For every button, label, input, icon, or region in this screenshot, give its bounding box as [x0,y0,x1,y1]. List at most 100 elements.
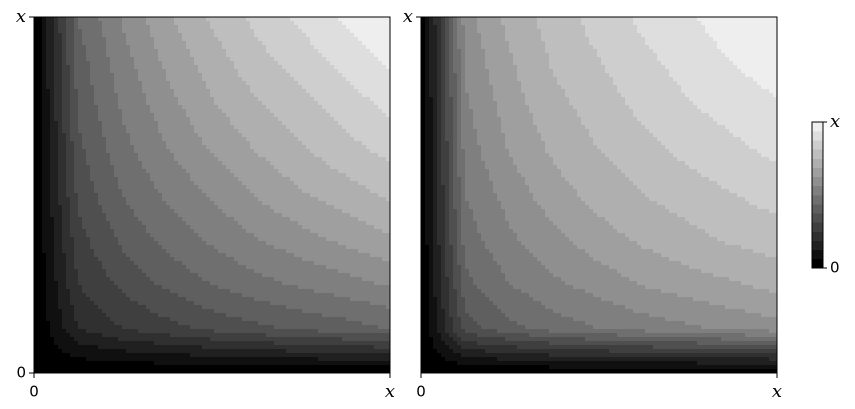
contour-cell [114,77,118,81]
contour-cell [334,153,338,157]
contour-cell [210,173,214,177]
contour-cell [322,69,326,73]
contour-cell [226,125,230,129]
contour-cell [126,105,130,109]
contour-cell [110,121,114,125]
contour-cell [170,69,174,73]
contour-cell [350,109,354,113]
contour-cell [218,29,222,33]
contour-cell [234,153,238,157]
contour-cell [54,53,58,57]
contour-cell [106,157,110,161]
contour-cell [262,165,266,169]
contour-cell [134,93,138,97]
contour-cell [282,145,286,149]
contour-cell [174,93,178,97]
contour-cell [286,61,290,65]
contour-cell [142,33,146,37]
contour-cell [310,129,314,133]
contour-cell [90,217,94,221]
contour-cell [102,141,106,145]
contour-cell [330,173,334,177]
contour-cell [98,101,102,105]
contour-cell [290,213,294,217]
contour-cell [78,149,82,153]
contour-cell [306,57,310,61]
contour-cell [86,25,90,29]
contour-cell [234,69,238,73]
contour-cell [154,93,158,97]
contour-cell [150,113,154,117]
contour-cell [226,101,230,105]
contour-cell [142,149,146,153]
contour-cell [322,149,326,153]
contour-cell [94,117,98,121]
contour-cell [134,149,138,153]
contour-cell [382,49,386,53]
contour-cell [158,113,162,117]
contour-cell [182,145,186,149]
contour-cell [362,169,366,173]
contour-cell [326,21,330,25]
contour-cell [58,109,62,113]
contour-cell [370,85,374,89]
contour-cell [294,101,298,105]
contour-cell [166,81,170,85]
contour-cell [226,41,230,45]
contour-cell [302,81,306,85]
contour-cell [66,77,70,81]
contour-cell [114,57,118,61]
contour-cell [330,185,334,189]
contour-cell [106,93,110,97]
contour-cell [90,137,94,141]
contour-cell [234,57,238,61]
contour-cell [306,37,310,41]
contour-cell [298,61,302,65]
contour-cell [158,129,162,133]
contour-cell [286,177,290,181]
contour-cell [270,21,274,25]
contour-cell [190,101,194,105]
contour-cell [158,61,162,65]
contour-cell [238,145,242,149]
contour-cell [230,57,234,61]
contour-cell [178,145,182,149]
contour-cell [42,205,46,209]
contour-cell [34,113,38,117]
contour-cell [218,173,222,177]
contour-cell [262,41,266,45]
contour-cell [298,141,302,145]
contour-cell [338,41,342,45]
contour-cell [290,113,294,117]
contour-cell [246,57,250,61]
contour-cell [362,69,366,73]
contour-cell [226,45,230,49]
contour-cell [66,105,70,109]
contour-cell [302,153,306,157]
contour-cell [338,81,342,85]
contour-cell [282,109,286,113]
contour-cell [202,65,206,69]
contour-cell [130,65,134,69]
contour-cell [94,197,98,201]
contour-cell [322,81,326,85]
contour-cell [66,161,70,165]
contour-cell [146,209,150,213]
contour-cell [374,149,378,153]
contour-cell [54,157,58,161]
contour-cell [90,213,94,217]
contour-cell [90,201,94,205]
contour-cell [162,33,166,37]
contour-cell [130,161,134,165]
contour-cell [162,185,166,189]
contour-cell [130,165,134,169]
contour-cell [126,117,130,121]
contour-cell [222,25,226,29]
contour-cell [334,149,338,153]
contour-cell [286,49,290,53]
contour-cell [318,201,322,205]
contour-cell [194,53,198,57]
contour-cell [126,165,130,169]
contour-cell [158,189,162,193]
contour-cell [266,173,270,177]
